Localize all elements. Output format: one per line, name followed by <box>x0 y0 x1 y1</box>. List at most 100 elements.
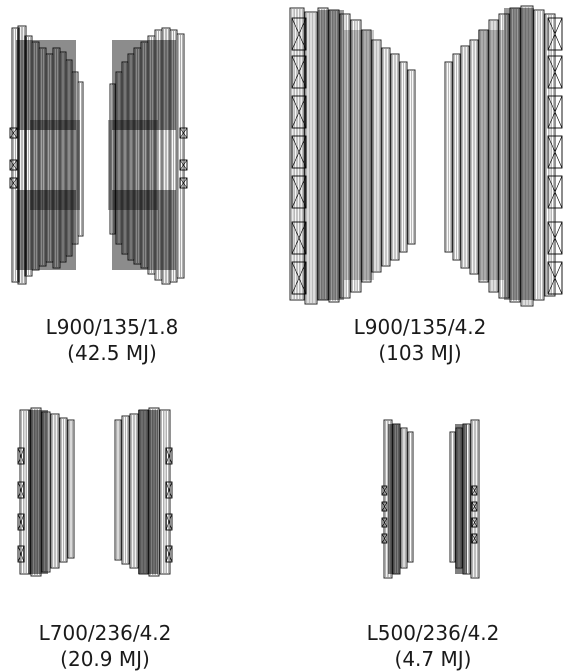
pancake-coil <box>381 485 388 496</box>
pancake-coil <box>547 95 563 129</box>
pancake-coil <box>165 447 173 465</box>
pancake-coil <box>179 159 188 171</box>
pancake-cross <box>291 221 307 255</box>
dense-region <box>112 40 176 130</box>
coil-drawing-p1 <box>9 25 188 285</box>
pancake-cross <box>291 95 307 129</box>
dense-region <box>30 120 80 210</box>
coil-winding <box>59 417 68 563</box>
pancake-cross <box>17 481 25 499</box>
pancake-coil <box>471 533 478 544</box>
dense-region <box>28 410 48 574</box>
coil-winding <box>452 53 461 261</box>
stored-energy-label: (20.9 MJ) <box>60 647 150 671</box>
pancake-coil <box>291 135 307 169</box>
pancake-coil <box>547 175 563 209</box>
coil-winding <box>470 419 480 579</box>
dense-region <box>112 190 176 270</box>
dense-region <box>455 424 467 574</box>
coil-name-label: L500/236/4.2 <box>366 621 500 645</box>
pancake-coil <box>547 261 563 295</box>
coil-drawing-p3 <box>17 407 173 577</box>
pancake-coil <box>471 501 478 512</box>
pancake-coil <box>165 481 173 499</box>
pancake-cross <box>381 501 388 512</box>
pancake-coil <box>291 261 307 295</box>
coil-drawing-p4 <box>381 419 480 579</box>
coil-winding <box>520 5 534 307</box>
coil-winding <box>381 47 391 267</box>
coil-name-label: L900/135/1.8 <box>45 315 179 339</box>
pancake-cross <box>291 17 307 51</box>
pancake-coil <box>17 545 25 563</box>
pancake-coil <box>9 177 18 189</box>
pancake-cross <box>291 261 307 295</box>
coil-winding <box>371 39 382 273</box>
pancake-cross <box>471 517 478 528</box>
pancake-coil <box>9 159 18 171</box>
pancake-cross <box>471 501 478 512</box>
pancake-coil <box>291 175 307 209</box>
pancake-coil <box>547 17 563 51</box>
pancake-cross <box>291 55 307 89</box>
coil-winding <box>77 81 84 237</box>
pancake-coil <box>547 221 563 255</box>
coil-drawing-p2 <box>289 5 563 307</box>
coil-winding <box>407 69 416 245</box>
dense-region <box>344 30 374 280</box>
caption-p4: L500/236/4.2 (4.7 MJ) <box>333 620 533 672</box>
pancake-cross <box>165 481 173 499</box>
pancake-cross <box>381 485 388 496</box>
pancake-cross <box>179 127 188 139</box>
coil-winding <box>67 419 75 559</box>
dense-region <box>16 190 76 270</box>
dense-region <box>16 40 76 130</box>
pancake-coil <box>17 481 25 499</box>
coil-winding <box>469 39 479 275</box>
dense-region <box>504 8 534 300</box>
coil-winding <box>460 45 470 269</box>
pancake-cross <box>17 447 25 465</box>
pancake-coil <box>179 177 188 189</box>
dense-region <box>138 410 158 574</box>
coil-winding <box>390 53 400 261</box>
pancake-cross <box>547 175 563 209</box>
pancake-coil <box>471 485 478 496</box>
coil-winding <box>350 19 362 293</box>
coil-winding <box>129 413 139 569</box>
coil-winding <box>533 9 545 301</box>
coil-winding <box>444 61 453 253</box>
coil-winding <box>121 415 130 565</box>
coil-winding <box>407 431 414 563</box>
pancake-cross <box>547 17 563 51</box>
coil-winding <box>544 13 556 297</box>
coil-winding <box>449 431 456 563</box>
pancake-coil <box>291 221 307 255</box>
pancake-cross <box>547 261 563 295</box>
pancake-cross <box>291 175 307 209</box>
pancake-cross <box>17 545 25 563</box>
coil-winding <box>11 27 20 283</box>
pancake-coil <box>17 447 25 465</box>
dense-region <box>478 30 504 280</box>
pancake-cross <box>547 221 563 255</box>
pancake-coil <box>9 127 18 139</box>
coil-winding <box>50 413 60 569</box>
coil-winding <box>478 29 489 283</box>
coil-winding <box>289 7 305 301</box>
caption-p1: L900/135/1.8 (42.5 MJ) <box>12 314 212 366</box>
pancake-coil <box>165 513 173 531</box>
coil-winding <box>317 7 329 301</box>
coil-winding <box>176 33 185 279</box>
pancake-cross <box>381 517 388 528</box>
pancake-coil <box>381 501 388 512</box>
pancake-coil <box>17 513 25 531</box>
coil-winding <box>304 11 318 305</box>
coil-winding <box>498 13 510 299</box>
pancake-cross <box>165 513 173 531</box>
coil-winding <box>328 9 340 303</box>
dense-region <box>318 10 344 300</box>
pancake-coil <box>291 95 307 129</box>
pancake-cross <box>547 55 563 89</box>
